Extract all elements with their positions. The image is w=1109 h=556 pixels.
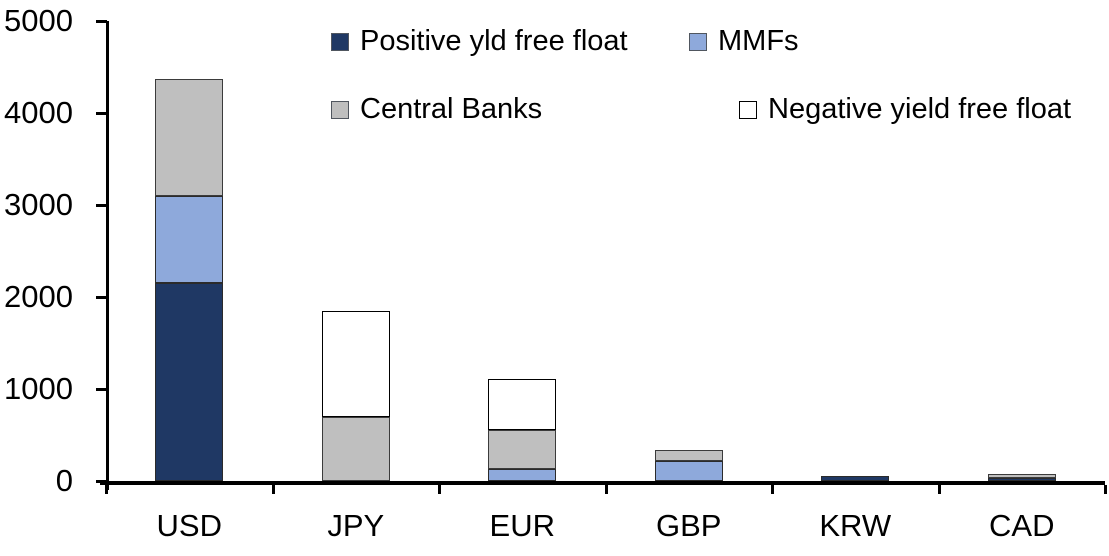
bar-segment-gbp — [654, 460, 723, 481]
x-axis-tick — [771, 485, 774, 494]
y-axis-line — [106, 21, 109, 490]
y-axis-tick — [96, 480, 107, 483]
x-axis-tick — [937, 485, 941, 494]
y-tick-label: 2000 — [4, 279, 73, 314]
bar-segment-gbp — [654, 450, 723, 461]
x-category-label: JPY — [327, 508, 385, 543]
y-tick-label: 0 — [55, 463, 73, 498]
y-axis-tick — [96, 112, 107, 115]
legend-swatch-icon — [739, 100, 757, 119]
bar-segment-eur — [488, 430, 557, 470]
x-category-label: EUR — [489, 508, 555, 543]
x-axis-line — [100, 481, 1105, 485]
legend-label: Positive yld free float — [360, 25, 628, 57]
x-axis-tick — [604, 485, 608, 494]
x-axis-tick — [271, 485, 275, 494]
legend-entry: MMFs — [689, 27, 799, 56]
legend-swatch-icon — [331, 100, 349, 119]
x-category-label: GBP — [656, 508, 722, 543]
y-tick-label: 3000 — [4, 187, 73, 222]
y-tick-label: 1000 — [4, 371, 73, 406]
legend-entry: Central Banks — [331, 95, 542, 124]
y-tick-label: 4000 — [4, 95, 73, 130]
x-axis-tick — [105, 485, 108, 494]
bar-segment-eur — [488, 469, 557, 481]
y-axis-tick — [96, 204, 107, 207]
x-axis-tick — [438, 485, 441, 494]
legend-entry: Negative yield free float — [739, 95, 1071, 124]
bar-segment-usd — [155, 196, 224, 284]
x-axis-tick — [1104, 485, 1107, 494]
legend-entry: Positive yld free float — [331, 27, 628, 56]
y-axis-tick — [96, 296, 107, 299]
x-category-label: KRW — [819, 508, 892, 543]
y-axis-tick — [96, 20, 107, 23]
bar-segment-krw — [821, 476, 890, 481]
legend-label: Central Banks — [360, 93, 543, 125]
bar-segment-jpy — [321, 416, 390, 481]
x-category-label: CAD — [989, 508, 1055, 543]
bar-segment-cad — [987, 474, 1056, 478]
bar-segment-usd — [155, 283, 224, 481]
bar-segment-usd — [155, 78, 224, 197]
legend-label: Negative yield free float — [768, 93, 1072, 125]
bar-segment-jpy — [321, 310, 390, 417]
bar-segment-cad — [987, 477, 1056, 481]
legend-swatch-icon — [331, 32, 349, 51]
legend-label: MMFs — [718, 25, 799, 57]
y-axis-tick — [96, 388, 107, 391]
y-tick-label: 5000 — [4, 3, 73, 38]
legend-swatch-icon — [689, 32, 707, 51]
x-category-label: USD — [156, 508, 222, 543]
bar-segment-eur — [488, 378, 557, 431]
